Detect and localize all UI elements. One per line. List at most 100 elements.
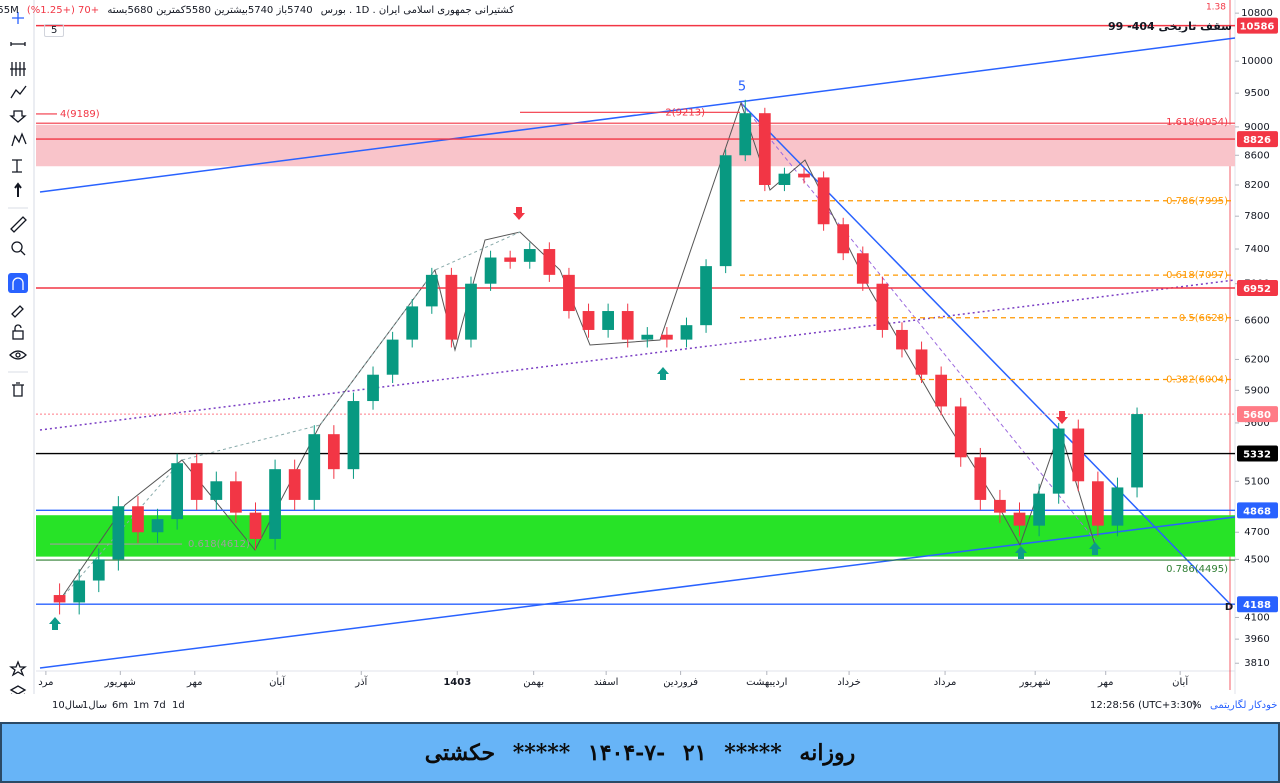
- price-tag-label: 10586: [1240, 22, 1275, 33]
- candle-body: [1111, 487, 1124, 526]
- y-tick-label: 8600: [1244, 150, 1269, 161]
- auto-toggle[interactable]: خودکار: [1249, 700, 1278, 711]
- x-tick-label: اردیبهشت: [746, 677, 787, 688]
- range-button[interactable]: 1سال: [82, 700, 108, 711]
- change: +70 (+1.25%): [26, 5, 100, 16]
- y-tick-label: 6600: [1244, 315, 1269, 326]
- candle-body: [680, 325, 693, 340]
- annotation: سقف تاریخی 404- 99: [1108, 20, 1232, 33]
- x-tick-label: فروردین: [663, 677, 698, 688]
- candle-body: [994, 499, 1006, 513]
- candle-body: [935, 374, 948, 407]
- lock-tool[interactable]: [12, 330, 24, 340]
- fib-tool[interactable]: [10, 62, 26, 76]
- lock-draw-tool[interactable]: [11, 305, 24, 318]
- footer-banner: روزانه ***** ۲۱ -۷-۱۴۰۴ ***** حکشتی: [0, 722, 1280, 783]
- trendline: [39, 516, 1235, 669]
- candle-body: [210, 481, 223, 500]
- delete-tool[interactable]: [12, 382, 24, 397]
- y-tick-label: 8200: [1244, 180, 1269, 191]
- price-tag: [1237, 279, 1278, 296]
- candle-body: [719, 155, 732, 267]
- candle-body: [661, 334, 673, 340]
- favorites-tool[interactable]: [9, 660, 27, 677]
- x-tick-label: شهریور: [1019, 677, 1051, 688]
- x-tick-label: آبان: [1172, 675, 1189, 688]
- candle-body: [425, 274, 438, 307]
- x-tick-label: مهر: [186, 677, 202, 688]
- price-tag: [1237, 131, 1278, 148]
- candle-body: [288, 469, 301, 500]
- layers-toggle[interactable]: 5: [44, 24, 65, 37]
- x-tick-label: مرداد: [934, 677, 957, 688]
- price-tag: [1237, 596, 1278, 613]
- candle-body: [308, 434, 321, 500]
- annotated-line-label: 4(9189): [60, 109, 100, 120]
- candle-body: [954, 406, 967, 458]
- visibility-tool[interactable]: [9, 350, 27, 360]
- ohlc: 5740باز 5740بیشترین 5580کمترین 5680بسته: [107, 5, 313, 16]
- annotation: 1.38: [1206, 3, 1226, 13]
- range-button[interactable]: 6m: [112, 700, 129, 711]
- annotated-line-label: 0.786(7995): [1166, 196, 1228, 207]
- log-toggle[interactable]: لگاریتمی: [1210, 700, 1247, 711]
- footer-title: روزانه ***** ۲۱ -۷-۱۴۰۴ ***** حکشتی: [424, 739, 856, 766]
- x-tick-label: آذر: [354, 675, 368, 688]
- trendline: [39, 279, 1235, 431]
- candle-body: [621, 311, 634, 340]
- crosshair-tool[interactable]: [12, 12, 24, 24]
- y-tick-label: 10000: [1241, 56, 1273, 67]
- candle-body: [484, 257, 497, 284]
- ruler-tool[interactable]: [10, 216, 27, 233]
- candle-body: [876, 283, 889, 330]
- buy-arrow: [49, 617, 61, 630]
- annotated-line-label: 0.618(7097): [1166, 270, 1228, 281]
- price-tag-label: 8826: [1243, 135, 1271, 146]
- candle-body: [151, 519, 164, 533]
- buy-arrow: [1089, 542, 1101, 555]
- candle-body: [230, 481, 242, 513]
- bottom-bar: 10سال 1سال 6m 1m 7d 1d 12:28:56 (UTC+3:3…: [0, 694, 1280, 718]
- trendline: [39, 37, 1235, 193]
- candle-body: [896, 329, 908, 350]
- x-tick-label: مرد: [38, 677, 53, 688]
- candle-body: [778, 173, 791, 185]
- symbol: کشتیرانی جمهوری اسلامی ایران . 1D . بورس: [320, 5, 514, 16]
- range-button[interactable]: 1m: [133, 700, 150, 711]
- candle-body: [190, 463, 203, 500]
- projection-tool[interactable]: [9, 110, 27, 123]
- pattern-tool[interactable]: [10, 85, 27, 99]
- x-tick-label: خرداد: [837, 677, 860, 688]
- range-button[interactable]: 1d: [172, 700, 185, 711]
- range-button[interactable]: 10سال: [52, 700, 84, 711]
- candle-body: [73, 580, 86, 603]
- y-tick-label: 7800: [1244, 211, 1269, 222]
- candle-body: [1091, 481, 1104, 526]
- wave-tool[interactable]: [11, 132, 27, 147]
- candle-body: [445, 274, 458, 340]
- y-tick-label: 3960: [1244, 634, 1269, 645]
- percent-toggle[interactable]: %: [1192, 700, 1202, 711]
- candle-body: [817, 177, 830, 225]
- measure-tool[interactable]: [12, 159, 22, 173]
- candle-body: [582, 311, 595, 330]
- y-tick-label: 9000: [1244, 122, 1269, 133]
- line-tool[interactable]: [10, 42, 26, 46]
- x-tick-label: بهمن: [523, 677, 544, 688]
- zone: [36, 515, 1235, 557]
- candle-body: [112, 506, 125, 560]
- wave-label: 5: [738, 80, 746, 95]
- zoom-tool[interactable]: [11, 241, 23, 253]
- magnet-tool[interactable]: [8, 273, 28, 293]
- range-button[interactable]: 7d: [153, 700, 166, 711]
- candle-body: [406, 306, 419, 340]
- x-tick-label: شهریور: [104, 677, 136, 688]
- candle-body: [758, 113, 771, 185]
- price-tag: [1237, 17, 1278, 34]
- candle-body: [347, 401, 360, 470]
- arrow-tool[interactable]: [14, 182, 22, 197]
- x-tick-label: اسفند: [594, 677, 618, 688]
- object-tree[interactable]: [9, 685, 27, 694]
- annotated-line-label: 2(9213): [665, 107, 705, 118]
- candle-body: [523, 249, 536, 262]
